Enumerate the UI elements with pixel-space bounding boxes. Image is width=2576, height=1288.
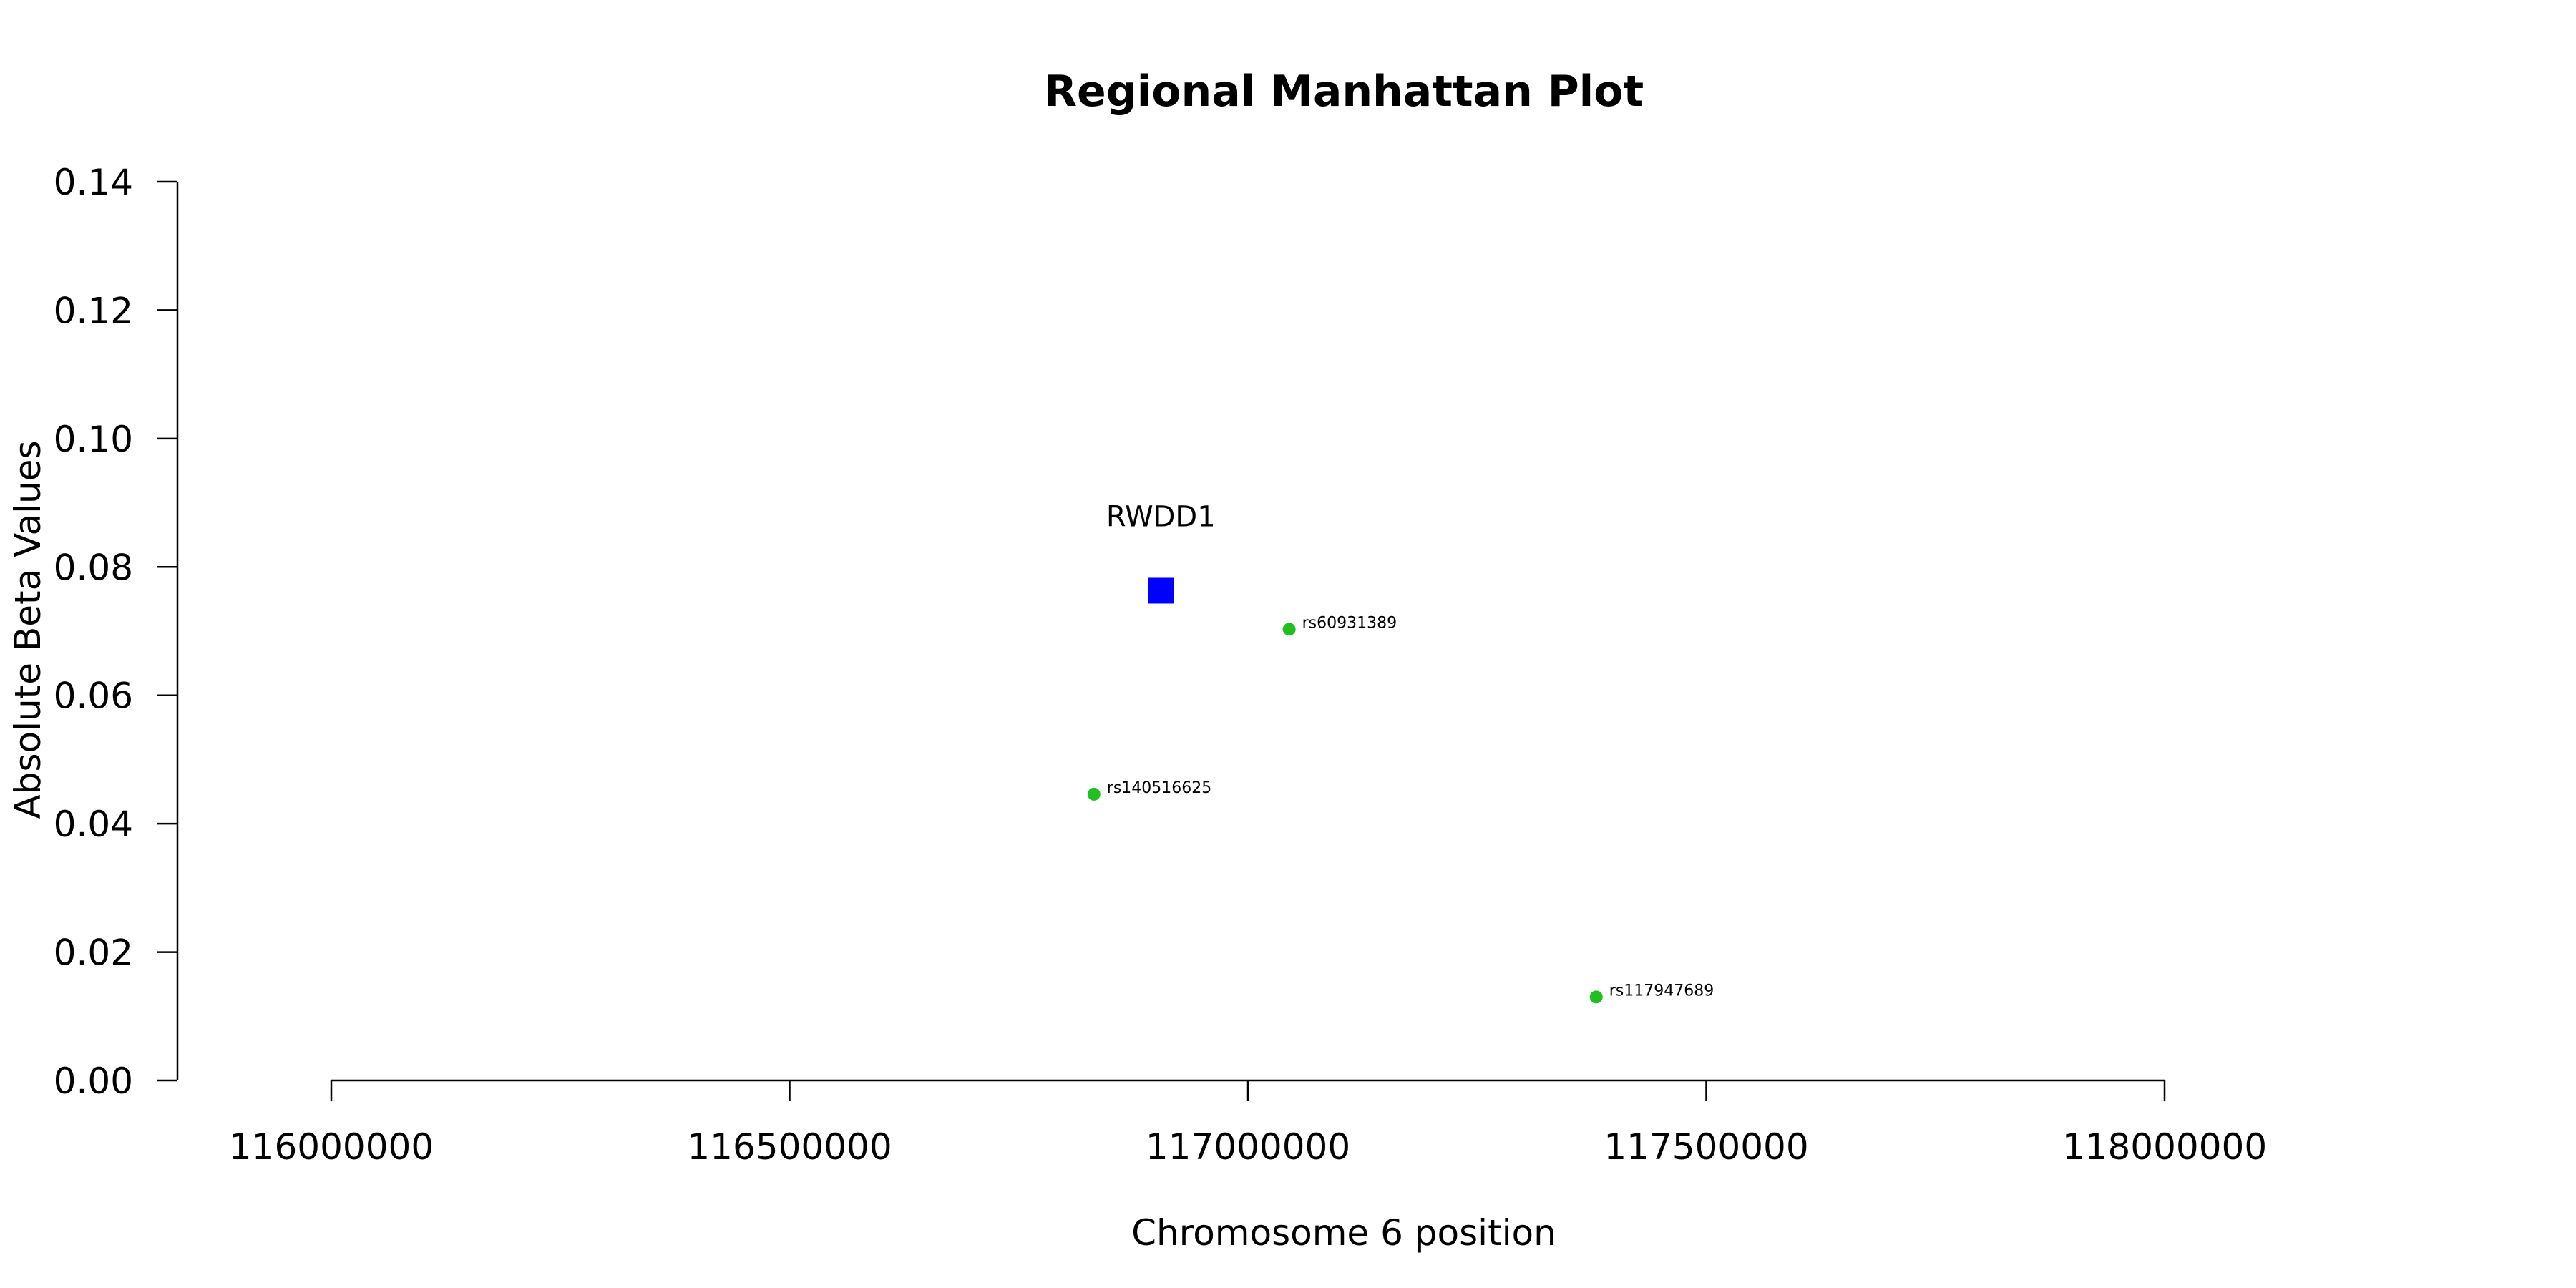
snp-label: rs117947689	[1609, 982, 1714, 1000]
y-axis: 0.00 0.02 0.04 0.06 0.08 0.10 0.12 0.14	[54, 162, 179, 1102]
x-tick-label: 118000000	[2062, 1126, 2267, 1168]
y-tick-label: 0.06	[54, 675, 133, 717]
y-ticks: 0.00 0.02 0.04 0.06 0.08 0.10 0.12 0.14	[54, 162, 177, 1102]
x-axis: 116000000 116500000 117000000 117500000 1180…	[229, 1079, 2267, 1168]
x-tick-label: 116500000	[687, 1126, 892, 1168]
y-tick-label: 0.14	[54, 162, 133, 203]
y-tick-label: 0.10	[54, 419, 133, 460]
gene-label: RWDD1	[1106, 500, 1216, 533]
plot-points: RWDD1 rs60931389 rs140516625 rs117947689	[1087, 500, 1714, 1004]
snp-label: rs140516625	[1107, 779, 1211, 797]
snp-point	[1589, 990, 1603, 1004]
snp-point	[1087, 787, 1101, 801]
y-tick-label: 0.08	[54, 547, 133, 588]
chart-title: Regional Manhattan Plot	[1044, 67, 1644, 117]
y-tick-label: 0.02	[54, 932, 133, 974]
gene-point	[1148, 577, 1174, 604]
x-axis-label: Chromosome 6 position	[1131, 1212, 1556, 1254]
snp-point	[1282, 623, 1296, 636]
x-tick-label: 117000000	[1146, 1126, 1350, 1168]
y-tick-label: 0.12	[54, 290, 133, 331]
x-tick-label: 116000000	[229, 1126, 434, 1168]
x-ticks: 116000000 116500000 117000000 117500000 1180…	[229, 1080, 2267, 1168]
x-tick-label: 117500000	[1604, 1126, 1808, 1168]
snp-label: rs60931389	[1302, 614, 1397, 632]
y-tick-label: 0.04	[54, 804, 133, 845]
y-tick-label: 0.00	[54, 1060, 133, 1102]
y-axis-label: Absolute Beta Values	[7, 441, 49, 819]
